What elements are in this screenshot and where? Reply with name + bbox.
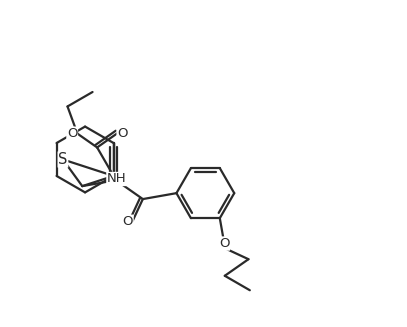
Text: O: O	[117, 127, 127, 140]
Text: O: O	[123, 215, 133, 228]
Text: S: S	[58, 152, 68, 167]
Text: O: O	[67, 127, 77, 140]
Text: NH: NH	[107, 172, 127, 185]
Text: O: O	[219, 237, 230, 250]
